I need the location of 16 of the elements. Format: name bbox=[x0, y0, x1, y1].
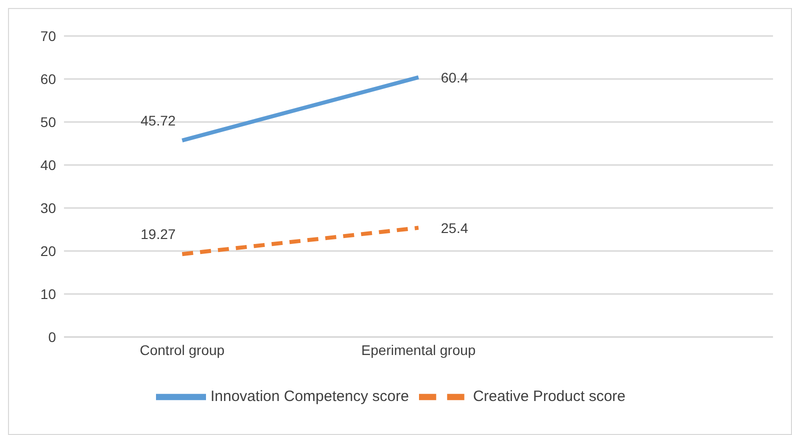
legend-label: Creative Product score bbox=[472, 388, 626, 405]
y-tick-label: 10 bbox=[40, 286, 56, 302]
y-tick-label: 20 bbox=[40, 242, 56, 259]
data-label: 45.72 bbox=[140, 112, 176, 128]
y-tick-label: 50 bbox=[40, 114, 56, 130]
y-tick-label: 0 bbox=[48, 328, 56, 345]
data-label: 25.4 bbox=[440, 220, 468, 236]
y-tick-label: 60 bbox=[40, 70, 56, 87]
legend-label: Innovation Competency score bbox=[210, 388, 409, 405]
data-label: 19.27 bbox=[140, 226, 176, 242]
y-tick-label: 70 bbox=[40, 28, 56, 44]
data-label: 60.4 bbox=[440, 69, 468, 86]
y-tick-label: 40 bbox=[40, 156, 56, 173]
x-tick-label: Eperimental group bbox=[361, 342, 476, 358]
x-tick-label: Control group bbox=[140, 342, 225, 358]
y-tick-label: 30 bbox=[40, 200, 56, 216]
